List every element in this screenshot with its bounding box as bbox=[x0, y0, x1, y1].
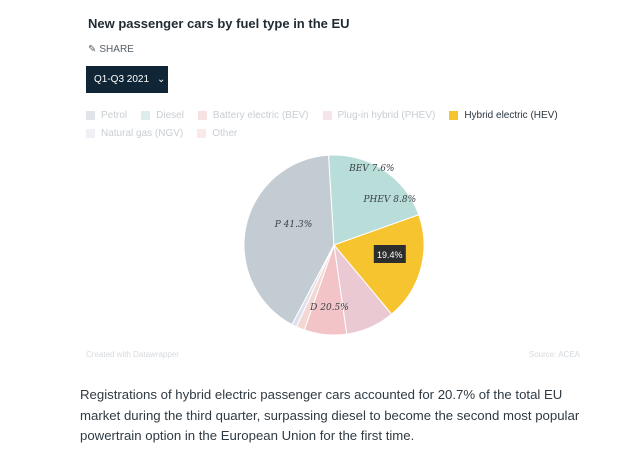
legend-label: Plug-in hybrid (PHEV) bbox=[337, 109, 436, 121]
period-dropdown-value: Q1-Q3 2021 bbox=[94, 74, 150, 85]
legend-swatch bbox=[322, 110, 332, 120]
legend-swatch bbox=[141, 110, 151, 120]
legend-label: Petrol bbox=[101, 109, 128, 121]
legend-item[interactable]: Plug-in hybrid (PHEV) bbox=[322, 109, 436, 121]
legend-swatch bbox=[86, 110, 95, 120]
legend-label: Natural gas (NGV) bbox=[101, 127, 184, 139]
pie-label: BEV 7.6% bbox=[348, 164, 394, 174]
pie-label-background bbox=[373, 245, 406, 263]
pie-label: P 41.3% bbox=[274, 220, 313, 230]
legend-label: Battery electric (BEV) bbox=[212, 109, 309, 121]
legend-item[interactable]: Battery electric (BEV) bbox=[197, 109, 309, 121]
legend-item[interactable]: Other bbox=[197, 128, 237, 139]
chart-card: New passenger cars by fuel type in the E… bbox=[70, 0, 600, 365]
share-label: SHARE bbox=[99, 44, 134, 55]
chart-title: New passenger cars by fuel type in the E… bbox=[88, 16, 350, 31]
pie-label-box: 19.4% bbox=[373, 245, 406, 263]
legend-item[interactable]: Diesel bbox=[141, 110, 184, 121]
legend-item[interactable]: Hybrid electric (HEV) bbox=[449, 109, 558, 121]
pie-label: 19.4% bbox=[377, 250, 403, 260]
period-dropdown[interactable]: Q1-Q3 2021 ⌄ bbox=[86, 66, 168, 93]
legend-swatch bbox=[197, 110, 207, 120]
legend-label: Diesel bbox=[156, 109, 184, 121]
chart-credit: Created with Datawrapper bbox=[86, 350, 179, 359]
legend-label: Hybrid electric (HEV) bbox=[464, 109, 558, 121]
pencil-icon: ✎ bbox=[88, 44, 97, 55]
chart-source: Source: ACEA bbox=[528, 350, 580, 359]
legend-swatch bbox=[449, 110, 459, 120]
legend-swatch bbox=[197, 128, 207, 138]
legend: Petrol Diesel Battery electric (BEV) Plug-i… bbox=[86, 106, 586, 142]
article-paragraph: Registrations of hybrid electric passeng… bbox=[80, 387, 580, 443]
legend-label: Other bbox=[212, 127, 238, 139]
legend-row: Natural gas (NGV) Other bbox=[86, 124, 586, 142]
pie-label: PHEV 8.8% bbox=[362, 195, 416, 205]
legend-item[interactable]: Petrol bbox=[86, 110, 127, 121]
pie-label: D 20.5% bbox=[309, 303, 349, 313]
pie-chart: P 41.3% D 20.5% 19.4% PHEV 8.8% BEV 7.6% bbox=[243, 154, 425, 336]
pie-slice[interactable] bbox=[333, 214, 425, 315]
legend-row: Petrol Diesel Battery electric (BEV) Plug-i… bbox=[86, 106, 586, 124]
legend-swatch bbox=[86, 128, 95, 138]
pie-slice[interactable] bbox=[243, 154, 335, 326]
share-button[interactable]: ✎ SHARE bbox=[88, 44, 134, 55]
legend-item[interactable]: Natural gas (NGV) bbox=[86, 128, 183, 139]
chevron-down-icon: ⌄ bbox=[157, 74, 166, 85]
pie-slice[interactable] bbox=[291, 244, 335, 328]
